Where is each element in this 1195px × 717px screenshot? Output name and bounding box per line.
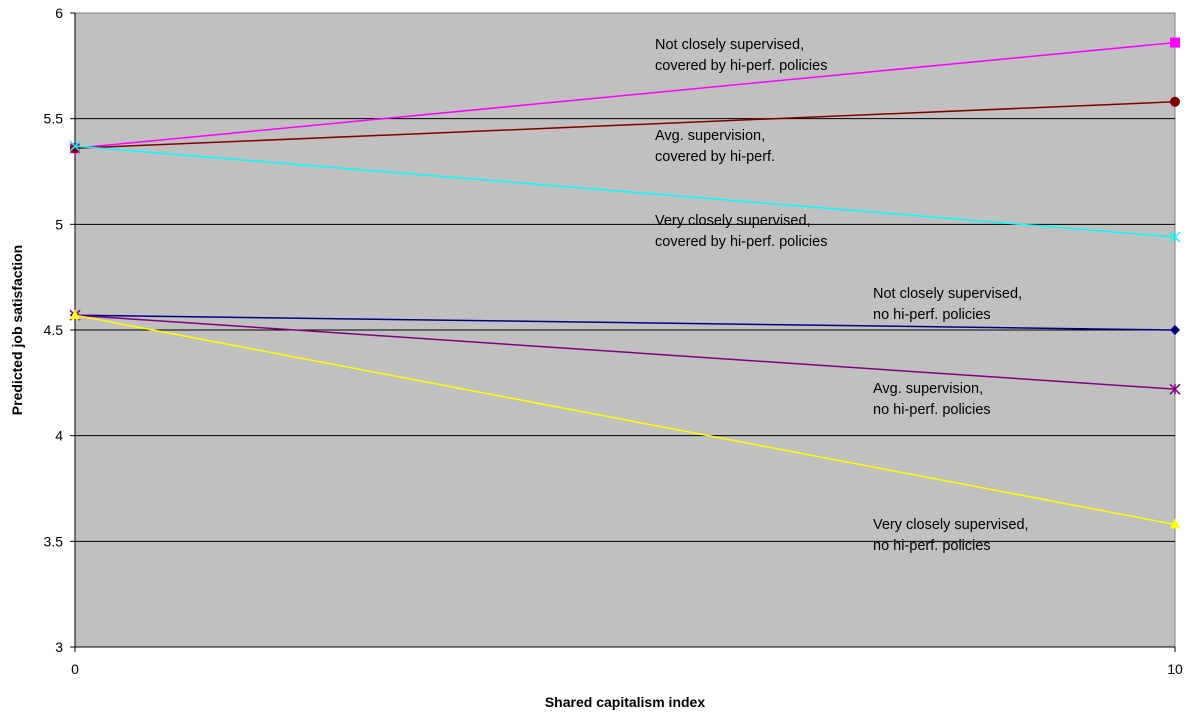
series <box>70 309 1180 529</box>
series-annotation: Very closely supervised, no hi-perf. poli… <box>873 517 1029 554</box>
series-group <box>69 37 1181 529</box>
x-axis-title: Shared capitalism index <box>545 694 705 710</box>
series <box>69 140 1181 243</box>
annotation-line: Avg. supervision, <box>873 381 983 397</box>
x-tick-label: 0 <box>71 661 79 677</box>
data-point <box>1170 325 1180 335</box>
series-annotation: Very closely supervised, covered by hi-pe… <box>655 213 827 250</box>
x-tick-label: 10 <box>1167 661 1183 677</box>
y-tick-label: 6 <box>55 5 63 21</box>
annotation-line: Avg. supervision, <box>655 128 765 144</box>
series-line <box>74 314 1176 331</box>
series-line <box>74 41 1176 149</box>
annotation-line: no hi-perf. policies <box>873 402 991 418</box>
y-tick-label: 5 <box>55 216 63 232</box>
data-point <box>70 143 80 154</box>
series-line <box>74 101 1176 150</box>
y-tick-label: 4 <box>55 428 63 444</box>
y-tick-label: 3.5 <box>44 533 64 549</box>
annotations-group: Not closely supervised, covered by hi-per… <box>655 37 1029 554</box>
data-point <box>1170 518 1180 529</box>
annotation-line: covered by hi-perf. policies <box>655 234 827 250</box>
annotation-line: no hi-perf. policies <box>873 307 991 323</box>
series-annotation: Not closely supervised, covered by hi-per… <box>655 37 827 74</box>
y-axis-title: Predicted job satisfaction <box>9 245 25 415</box>
y-tick-label: 4.5 <box>44 322 64 338</box>
y-tick-label: 5.5 <box>44 111 64 127</box>
series-line <box>74 314 1176 390</box>
annotation-line: covered by hi-perf. <box>655 149 775 165</box>
data-point <box>1169 383 1181 395</box>
series <box>70 96 1180 154</box>
annotation-line: covered by hi-perf. policies <box>655 58 827 74</box>
series-annotation: Not closely supervised, no hi-perf. polic… <box>873 286 1022 323</box>
y-tick-labels: 3 3.5 4 4.5 5 5.5 6 <box>44 5 75 655</box>
data-point <box>1170 37 1180 48</box>
y-tick-label: 3 <box>55 639 63 655</box>
data-point <box>70 309 80 320</box>
data-point <box>1169 231 1181 243</box>
series-annotation: Avg. supervision, covered by hi-perf. <box>655 128 775 165</box>
annotation-line: no hi-perf. policies <box>873 538 991 554</box>
series-line <box>74 145 1176 238</box>
annotation-line: Very closely supervised, <box>873 517 1029 533</box>
data-point <box>69 140 81 152</box>
annotation-line: Not closely supervised, <box>655 37 804 53</box>
annotation-line: Not closely supervised, <box>873 286 1022 302</box>
data-point <box>1170 96 1180 107</box>
series-line <box>74 314 1176 526</box>
gridlines <box>75 118 1175 542</box>
annotation-line: Very closely supervised, <box>655 213 811 229</box>
x-tick-labels: 0 10 <box>71 647 1183 677</box>
series-annotation: Avg. supervision, no hi-perf. policies <box>873 381 991 418</box>
